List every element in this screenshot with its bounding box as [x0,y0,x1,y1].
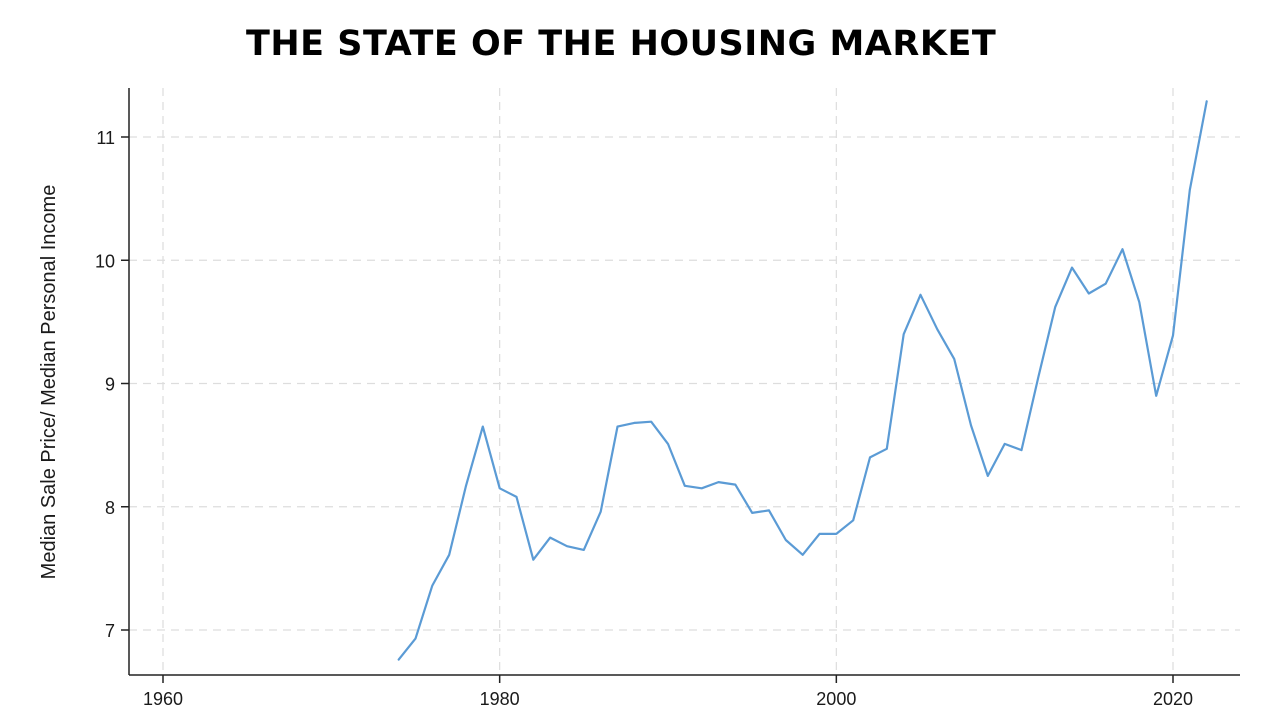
y-tick-label: 9 [105,375,115,395]
series-lines [397,100,1208,661]
x-tick-label: 2020 [1153,689,1193,709]
series-line [397,100,1208,661]
x-tick-label: 1960 [143,689,183,709]
y-tick-label: 10 [95,251,115,271]
x-tick-label: 1980 [480,689,520,709]
y-axis-title: Median Sale Price/ Median Personal Incom… [38,185,60,580]
chart-title: THE STATE OF THE HOUSING MARKET [246,24,997,64]
y-tick-label: 8 [105,498,115,518]
axes [121,88,1240,683]
y-tick-label: 11 [96,128,115,148]
y-tick-label: 7 [105,621,115,641]
tick-labels: 1960 1980 2000 2020 7 8 9 10 11 [95,128,1193,709]
gridlines [129,88,1240,675]
x-tick-label: 2000 [816,689,856,709]
